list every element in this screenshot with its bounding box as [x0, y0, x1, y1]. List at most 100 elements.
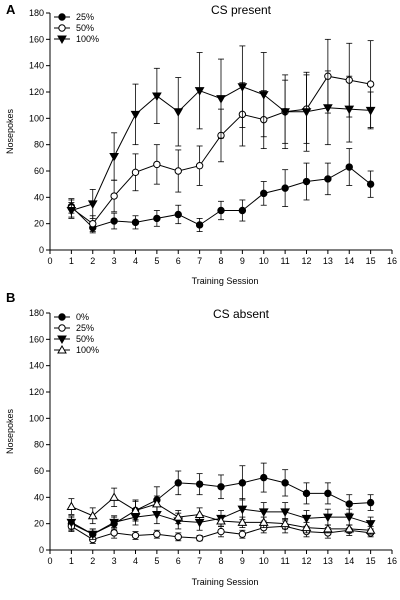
- x-tick-label: 14: [344, 556, 354, 566]
- data-point: [109, 518, 119, 528]
- x-tick-label: 1: [69, 256, 74, 266]
- y-tick-label: 20: [34, 519, 44, 529]
- data-point: [153, 530, 161, 538]
- x-tick-label: 16: [387, 256, 397, 266]
- x-tick-label: 3: [112, 256, 117, 266]
- x-tick-label: 7: [197, 556, 202, 566]
- data-point: [109, 492, 119, 501]
- x-tick-label: 0: [47, 556, 52, 566]
- data-point: [323, 104, 333, 113]
- panel-letter: B: [6, 290, 15, 305]
- data-point: [302, 489, 311, 498]
- data-point: [258, 91, 269, 100]
- x-tick-label: 14: [344, 256, 354, 266]
- data-point: [345, 163, 353, 171]
- data-point: [152, 498, 162, 508]
- data-point: [174, 167, 182, 175]
- legend-label: 100%: [76, 345, 99, 355]
- data-point: [194, 509, 205, 518]
- data-point: [344, 513, 355, 523]
- x-tick-label: 4: [133, 256, 138, 266]
- data-point: [195, 162, 204, 170]
- x-tick-label: 2: [90, 556, 95, 566]
- data-point: [345, 500, 353, 508]
- x-tick-label: 0: [47, 256, 52, 266]
- y-tick-label: 0: [39, 545, 44, 555]
- x-tick-label: 9: [240, 556, 245, 566]
- data-point: [217, 527, 225, 536]
- x-axis-label: Training Session: [192, 276, 259, 286]
- legend-marker: [58, 24, 66, 32]
- x-tick-label: 9: [240, 256, 245, 266]
- x-tick-label: 8: [218, 556, 223, 566]
- data-point: [281, 184, 289, 192]
- data-point: [130, 110, 141, 120]
- x-tick-label: 11: [280, 556, 289, 566]
- legend-label: 50%: [76, 23, 94, 33]
- data-point: [237, 517, 248, 526]
- legend-label: 0%: [76, 312, 89, 322]
- x-axis-label: Training Session: [192, 577, 259, 587]
- legend-label: 50%: [76, 334, 94, 344]
- y-tick-label: 140: [29, 361, 44, 371]
- x-tick-label: 15: [366, 256, 376, 266]
- x-tick-label: 7: [197, 256, 202, 266]
- data-point: [110, 217, 118, 225]
- data-point: [366, 80, 375, 88]
- data-point: [260, 473, 268, 482]
- data-point: [66, 501, 77, 511]
- y-tick-label: 140: [29, 61, 44, 71]
- data-point: [323, 523, 333, 533]
- data-point: [216, 516, 226, 525]
- data-point: [195, 480, 204, 488]
- y-tick-label: 40: [34, 192, 44, 202]
- data-point: [110, 529, 118, 537]
- x-tick-label: 5: [154, 256, 159, 266]
- y-tick-label: 120: [29, 87, 44, 97]
- data-point: [87, 530, 98, 540]
- data-point: [173, 512, 184, 521]
- y-tick-label: 100: [29, 413, 44, 423]
- data-point: [280, 508, 290, 517]
- legend-marker: [57, 35, 67, 45]
- y-tick-label: 40: [34, 492, 44, 502]
- data-point: [153, 160, 161, 169]
- data-point: [344, 523, 355, 533]
- x-tick-label: 8: [218, 256, 223, 266]
- x-tick-label: 15: [366, 556, 376, 566]
- data-point: [323, 513, 333, 523]
- data-point: [195, 221, 204, 229]
- data-point: [366, 180, 375, 188]
- data-point: [89, 219, 97, 228]
- data-point: [131, 168, 140, 177]
- data-point: [194, 87, 205, 96]
- y-tick-label: 120: [29, 387, 44, 397]
- x-tick-label: 1: [69, 556, 74, 566]
- legend-label: 100%: [76, 34, 99, 44]
- data-point: [217, 206, 225, 215]
- data-point: [366, 498, 375, 507]
- data-point: [110, 192, 118, 200]
- data-point: [324, 489, 332, 498]
- panel-letter: A: [6, 2, 16, 17]
- panel-title: CS absent: [213, 307, 270, 321]
- data-point: [66, 207, 77, 216]
- data-point: [324, 175, 332, 183]
- data-point: [301, 514, 312, 524]
- data-point: [153, 214, 161, 223]
- x-tick-label: 2: [90, 256, 95, 266]
- data-point: [281, 479, 289, 487]
- data-point: [344, 105, 355, 115]
- data-point: [87, 200, 98, 209]
- legend-label: 25%: [76, 323, 94, 333]
- data-point: [280, 518, 290, 528]
- y-tick-label: 20: [34, 219, 44, 229]
- y-axis-label: Nosepokes: [5, 408, 15, 454]
- legend-marker: [58, 324, 66, 332]
- x-tick-label: 12: [301, 556, 311, 566]
- data-point: [301, 108, 312, 117]
- y-tick-label: 160: [29, 34, 44, 44]
- data-point: [131, 218, 140, 227]
- x-tick-label: 13: [323, 256, 333, 266]
- data-point: [237, 83, 248, 92]
